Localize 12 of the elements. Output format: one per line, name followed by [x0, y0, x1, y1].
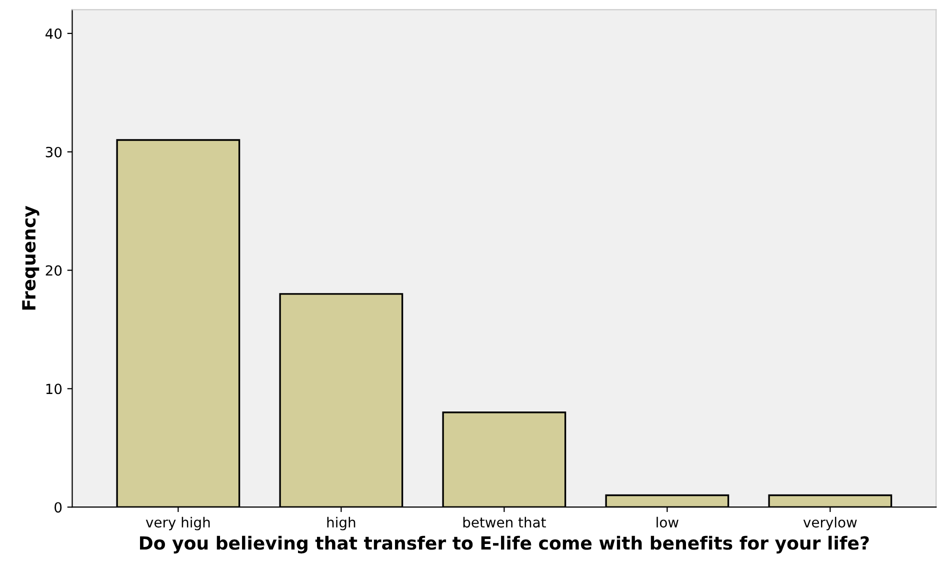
x-tick-label: low — [656, 516, 678, 528]
y-tick-label: 40 — [46, 28, 62, 39]
y-axis-title: Frequency — [22, 206, 40, 310]
y-tick-label: 30 — [46, 146, 62, 158]
x-tick-label: betwen that — [463, 516, 546, 528]
x-tick-label: verylow — [803, 516, 857, 530]
y-tick-label: 10 — [46, 384, 62, 394]
x-tick-label: high — [327, 516, 356, 530]
y-tick-label: 0 — [54, 502, 62, 513]
x-tick-label: very high — [146, 516, 210, 530]
x-axis-title: Do you believing that transfer to E-life come with benefits for your life? — [140, 536, 869, 554]
y-tick-label: 20 — [46, 265, 62, 276]
